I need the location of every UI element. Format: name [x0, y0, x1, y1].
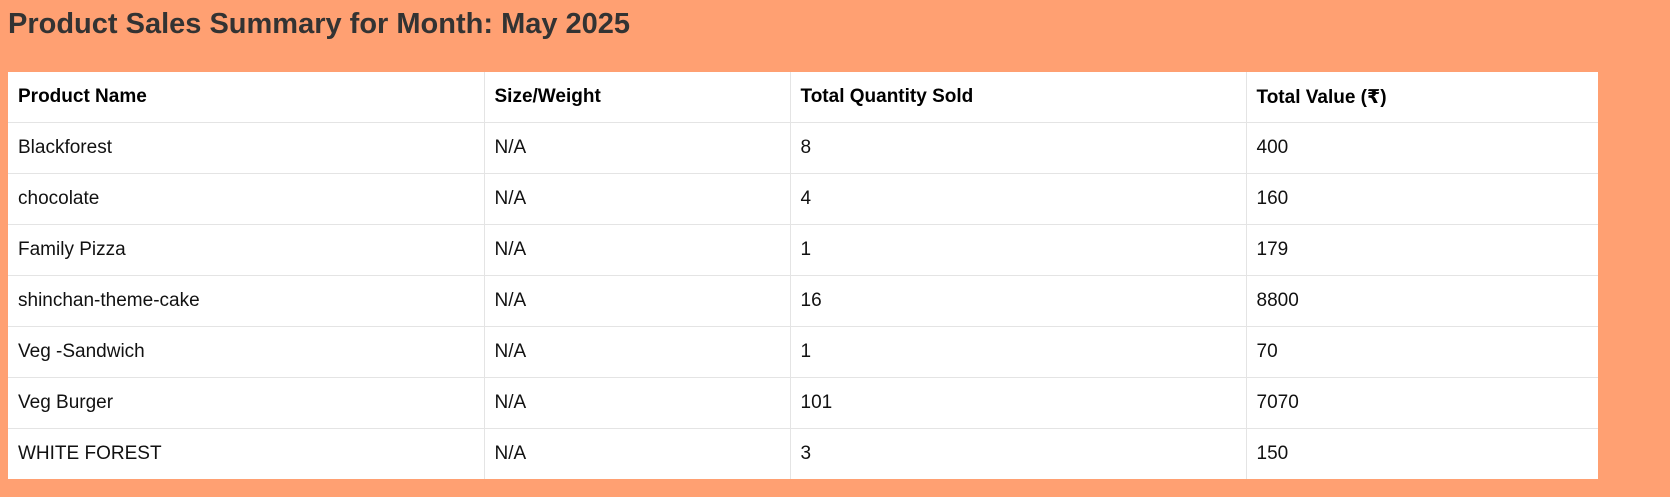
cell-product-name: Veg -Sandwich	[8, 326, 485, 378]
sales-summary-table-container: Product Name Size/Weight Total Quantity …	[8, 72, 1598, 479]
cell-size-weight: N/A	[484, 122, 791, 174]
cell-total-value: 400	[1246, 122, 1598, 174]
sales-summary-table: Product Name Size/Weight Total Quantity …	[8, 72, 1598, 479]
cell-total-quantity: 1	[790, 224, 1247, 276]
cell-total-value: 179	[1246, 224, 1598, 276]
table-row: Veg -Sandwich N/A 1 70	[8, 326, 1598, 378]
table-row: Veg Burger N/A 101 7070	[8, 377, 1598, 429]
cell-total-value: 8800	[1246, 275, 1598, 327]
cell-size-weight: N/A	[484, 428, 791, 479]
page-title: Product Sales Summary for Month: May 202…	[8, 8, 631, 40]
cell-size-weight: N/A	[484, 224, 791, 276]
column-header-total-value: Total Value (₹)	[1246, 72, 1598, 123]
cell-product-name: shinchan-theme-cake	[8, 275, 485, 327]
cell-size-weight: N/A	[484, 275, 791, 327]
cell-total-value: 70	[1246, 326, 1598, 378]
cell-size-weight: N/A	[484, 326, 791, 378]
table-header-row: Product Name Size/Weight Total Quantity …	[8, 72, 1598, 123]
cell-size-weight: N/A	[484, 173, 791, 225]
cell-total-quantity: 3	[790, 428, 1247, 479]
cell-total-quantity: 8	[790, 122, 1247, 174]
cell-total-value: 160	[1246, 173, 1598, 225]
column-header-size-weight: Size/Weight	[484, 72, 791, 123]
table-row: shinchan-theme-cake N/A 16 8800	[8, 275, 1598, 327]
cell-product-name: Blackforest	[8, 122, 485, 174]
cell-total-quantity: 1	[790, 326, 1247, 378]
cell-total-quantity: 4	[790, 173, 1247, 225]
column-header-total-quantity-sold: Total Quantity Sold	[790, 72, 1247, 123]
cell-product-name: Family Pizza	[8, 224, 485, 276]
cell-total-quantity: 16	[790, 275, 1247, 327]
table-row: chocolate N/A 4 160	[8, 173, 1598, 225]
cell-total-value: 150	[1256, 443, 1289, 464]
cell-product-name: WHITE FOREST	[8, 428, 485, 479]
table-row: Family Pizza N/A 1 179	[8, 224, 1598, 276]
table-row: WHITE FOREST N/A 3 150	[8, 428, 1598, 479]
cell-size-weight: N/A	[484, 377, 791, 429]
cell-total-quantity: 101	[790, 377, 1247, 429]
cell-product-name: chocolate	[8, 173, 485, 225]
table-row: Blackforest N/A 8 400	[8, 122, 1598, 174]
column-header-product-name: Product Name	[8, 72, 485, 123]
cell-total-value: 7070	[1246, 377, 1598, 429]
cell-product-name: Veg Burger	[8, 377, 485, 429]
